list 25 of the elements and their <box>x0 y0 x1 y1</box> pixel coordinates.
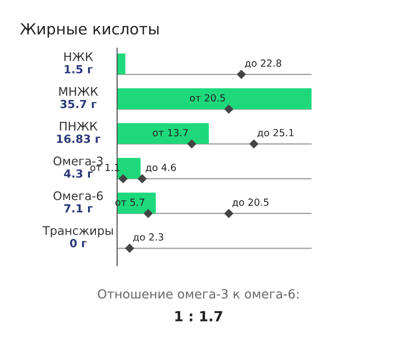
y-tick-label: Омега-6 <box>54 191 103 200</box>
chart-title: Жирные кислоты <box>20 23 159 38</box>
bar <box>117 54 126 74</box>
data-label: 35.7 г <box>60 100 96 108</box>
y-tick-label: Трансжиры <box>42 226 113 238</box>
bar <box>117 88 312 110</box>
bar <box>117 123 209 144</box>
text: 1 : 1.7 <box>175 311 222 322</box>
data-label: 0 г <box>70 238 87 248</box>
y-tick-label: ПНЖК <box>60 122 98 130</box>
data-label: до 25.1 <box>257 128 294 138</box>
data-label: 7.1 г <box>64 204 93 212</box>
data-label: до 4.6 <box>146 164 176 172</box>
y-tick-label: МНЖК <box>59 87 98 96</box>
y-tick-label: Омега-3 <box>54 156 103 166</box>
text: Отношение омега-3 к омега-6: <box>98 289 298 299</box>
data-label: до 22.8 <box>244 59 282 68</box>
data-label: от 20.5 <box>190 94 225 102</box>
y-tick-label: НЖК <box>64 52 93 61</box>
data-label: до 20.5 <box>232 198 268 208</box>
data-label: до 2.3 <box>133 233 164 242</box>
data-label: от 13.7 <box>152 128 188 136</box>
bar <box>117 192 156 214</box>
data-label: 1.5 г <box>64 65 93 74</box>
data-label: 16.83 г <box>57 134 100 143</box>
